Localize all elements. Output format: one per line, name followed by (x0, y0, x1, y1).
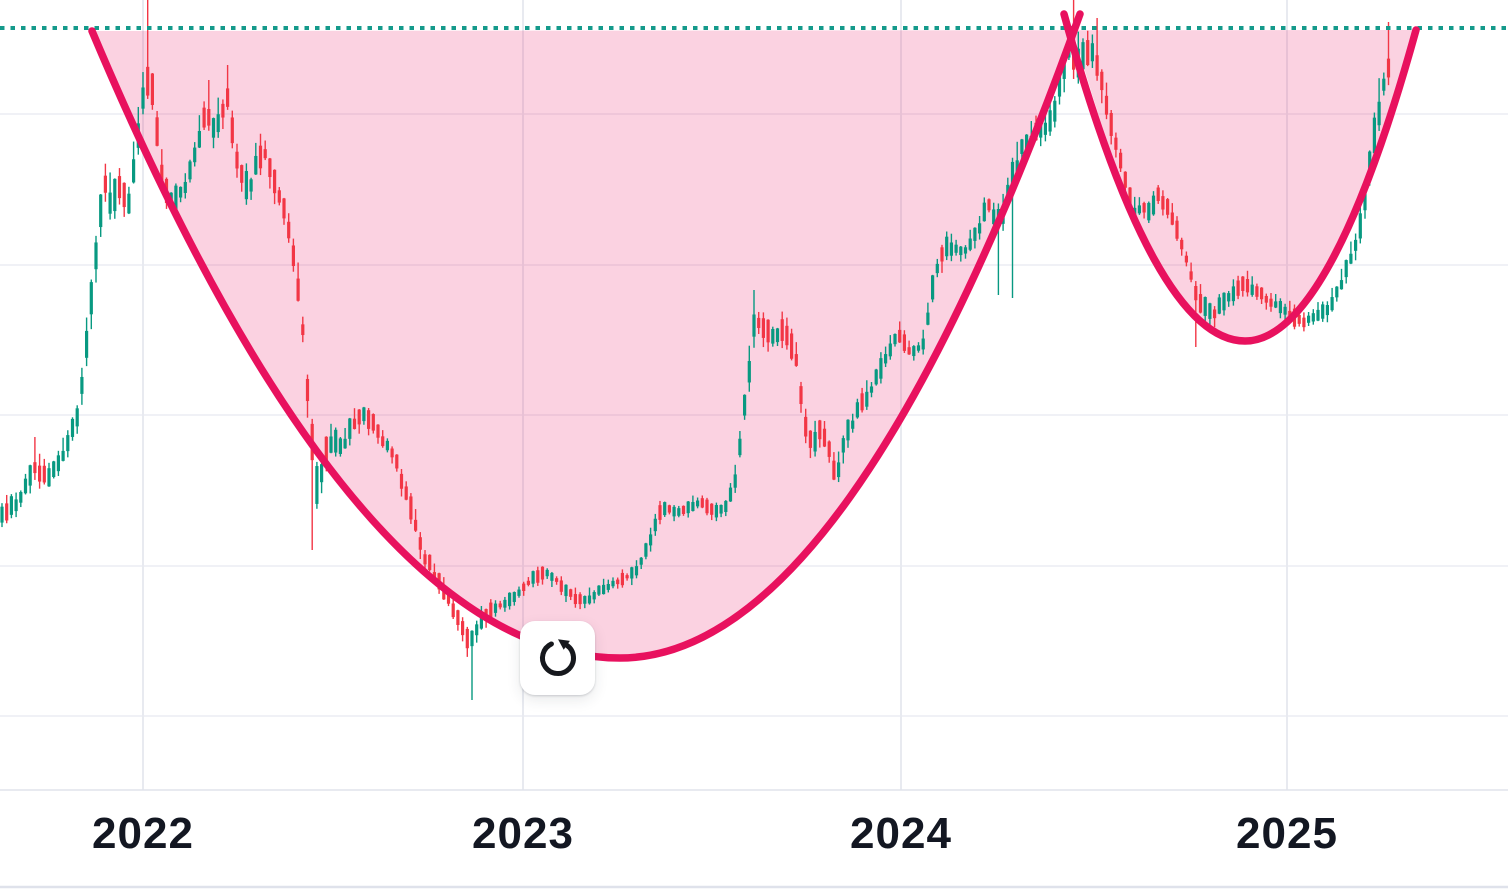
x-tick-label-2023: 2023 (472, 809, 574, 858)
x-tick-label-2025: 2025 (1236, 809, 1338, 858)
x-tick-label-2022: 2022 (92, 809, 194, 858)
cup-arc[interactable] (88, 10, 1084, 662)
handle-arc[interactable] (1060, 10, 1420, 345)
x-tick-label-2024: 2024 (850, 809, 952, 858)
refresh-button[interactable] (520, 621, 595, 695)
horizontal-gridlines (0, 113, 1508, 717)
rotate-ccw-icon (539, 639, 576, 676)
